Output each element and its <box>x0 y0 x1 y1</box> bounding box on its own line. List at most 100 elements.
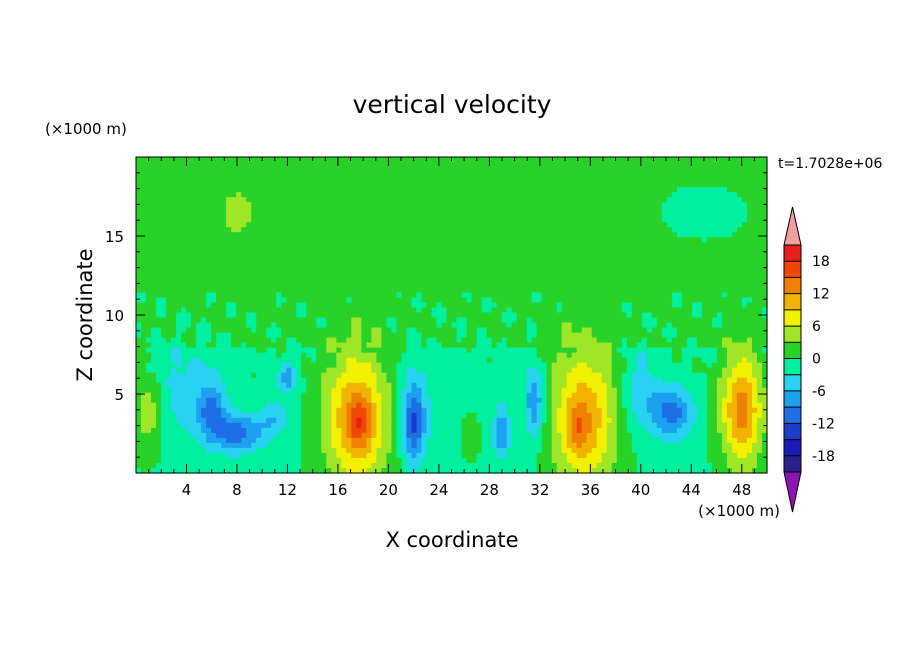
heatmap-cell <box>216 352 222 359</box>
heatmap-cell <box>141 262 147 268</box>
heatmap-cell <box>296 302 302 309</box>
heatmap-cell <box>266 162 272 168</box>
heatmap-cell <box>451 312 458 319</box>
heatmap-cell <box>736 237 743 243</box>
heatmap-cell <box>186 172 192 178</box>
heatmap-cell <box>351 197 357 203</box>
heatmap-cell <box>581 182 588 188</box>
heatmap-cell <box>591 337 598 344</box>
heatmap-cell <box>736 307 743 314</box>
heatmap-cell <box>311 222 317 228</box>
heatmap-cell <box>341 242 347 248</box>
heatmap-cell <box>251 207 257 213</box>
heatmap-cell <box>691 217 698 223</box>
heatmap-cell <box>506 252 513 258</box>
heatmap-cell <box>646 332 653 339</box>
heatmap-cell <box>686 267 693 273</box>
heatmap-cell <box>311 212 317 218</box>
heatmap-cell <box>171 257 177 263</box>
heatmap-cell <box>211 222 217 228</box>
heatmap-cell <box>416 162 423 168</box>
heatmap-cell <box>596 337 603 344</box>
heatmap-cell <box>226 267 232 273</box>
heatmap-cell <box>246 187 252 193</box>
heatmap-cell <box>631 327 638 334</box>
heatmap-cell <box>351 217 357 223</box>
heatmap-cell <box>756 287 763 294</box>
heatmap-cell <box>551 217 558 223</box>
heatmap-cell <box>341 317 347 324</box>
heatmap-cell <box>626 297 633 304</box>
heatmap-cell <box>591 252 598 258</box>
heatmap-cell <box>541 292 548 299</box>
heatmap-cell <box>296 272 302 278</box>
heatmap-cell <box>656 167 663 173</box>
heatmap-cell <box>471 237 478 243</box>
heatmap-cell <box>631 182 638 188</box>
heatmap-cell <box>756 332 763 339</box>
heatmap-cell <box>196 317 202 324</box>
heatmap-cell <box>231 302 237 309</box>
heatmap-cell <box>236 312 242 319</box>
heatmap-cell <box>711 237 718 243</box>
heatmap-cell <box>611 327 618 334</box>
heatmap-cell <box>391 237 398 243</box>
heatmap-cell <box>161 207 167 213</box>
heatmap-cell <box>396 162 403 168</box>
heatmap-cell <box>741 332 748 339</box>
heatmap-cell <box>381 187 387 193</box>
heatmap-cell <box>466 337 473 344</box>
heatmap-cell <box>451 257 458 263</box>
heatmap-cell <box>541 342 548 349</box>
heatmap-cell <box>321 347 327 354</box>
heatmap-cell <box>451 167 458 173</box>
heatmap-cell <box>231 167 237 173</box>
heatmap-cell <box>511 207 518 213</box>
heatmap-cell <box>411 327 418 334</box>
heatmap-cell <box>416 177 423 183</box>
heatmap-cell <box>731 202 738 208</box>
heatmap-cell <box>401 187 408 193</box>
heatmap-cell <box>506 312 513 319</box>
heatmap-cell <box>636 227 643 233</box>
heatmap-cell <box>386 262 393 268</box>
heatmap-cell <box>676 347 683 354</box>
heatmap-cell <box>606 292 613 299</box>
heatmap-cell <box>676 187 683 193</box>
heatmap-cell <box>656 197 663 203</box>
heatmap-cell <box>356 212 362 218</box>
heatmap-cell <box>616 347 623 354</box>
heatmap-cell <box>611 322 618 329</box>
heatmap-cell <box>246 322 252 329</box>
heatmap-cell <box>231 197 237 203</box>
heatmap-cell <box>226 197 232 203</box>
heatmap-cell <box>321 277 327 283</box>
heatmap-cell <box>216 332 222 339</box>
heatmap-cell <box>736 272 743 278</box>
heatmap-cell <box>331 242 337 248</box>
heatmap-cell <box>751 172 758 178</box>
heatmap-cell <box>461 257 468 263</box>
heatmap-cell <box>746 297 753 304</box>
heatmap-cell <box>466 232 473 238</box>
heatmap-cell <box>706 222 713 228</box>
heatmap-cell <box>636 277 643 283</box>
heatmap-cell <box>751 222 758 228</box>
heatmap-cell <box>466 162 473 168</box>
heatmap-cell <box>251 317 257 324</box>
heatmap-cell <box>351 292 357 299</box>
heatmap-cell <box>251 247 257 253</box>
heatmap-cell <box>646 267 653 273</box>
heatmap-cell <box>326 212 332 218</box>
heatmap-cell <box>291 187 297 193</box>
heatmap-cell <box>691 282 698 289</box>
heatmap-cell <box>386 292 393 299</box>
heatmap-cell <box>361 222 367 228</box>
heatmap-cell <box>401 272 408 278</box>
heatmap-cell <box>346 327 352 334</box>
heatmap-cell <box>366 327 372 334</box>
heatmap-cell <box>326 272 332 278</box>
heatmap-cell <box>686 277 693 283</box>
heatmap-cell <box>476 317 483 324</box>
heatmap-cell <box>711 232 718 238</box>
